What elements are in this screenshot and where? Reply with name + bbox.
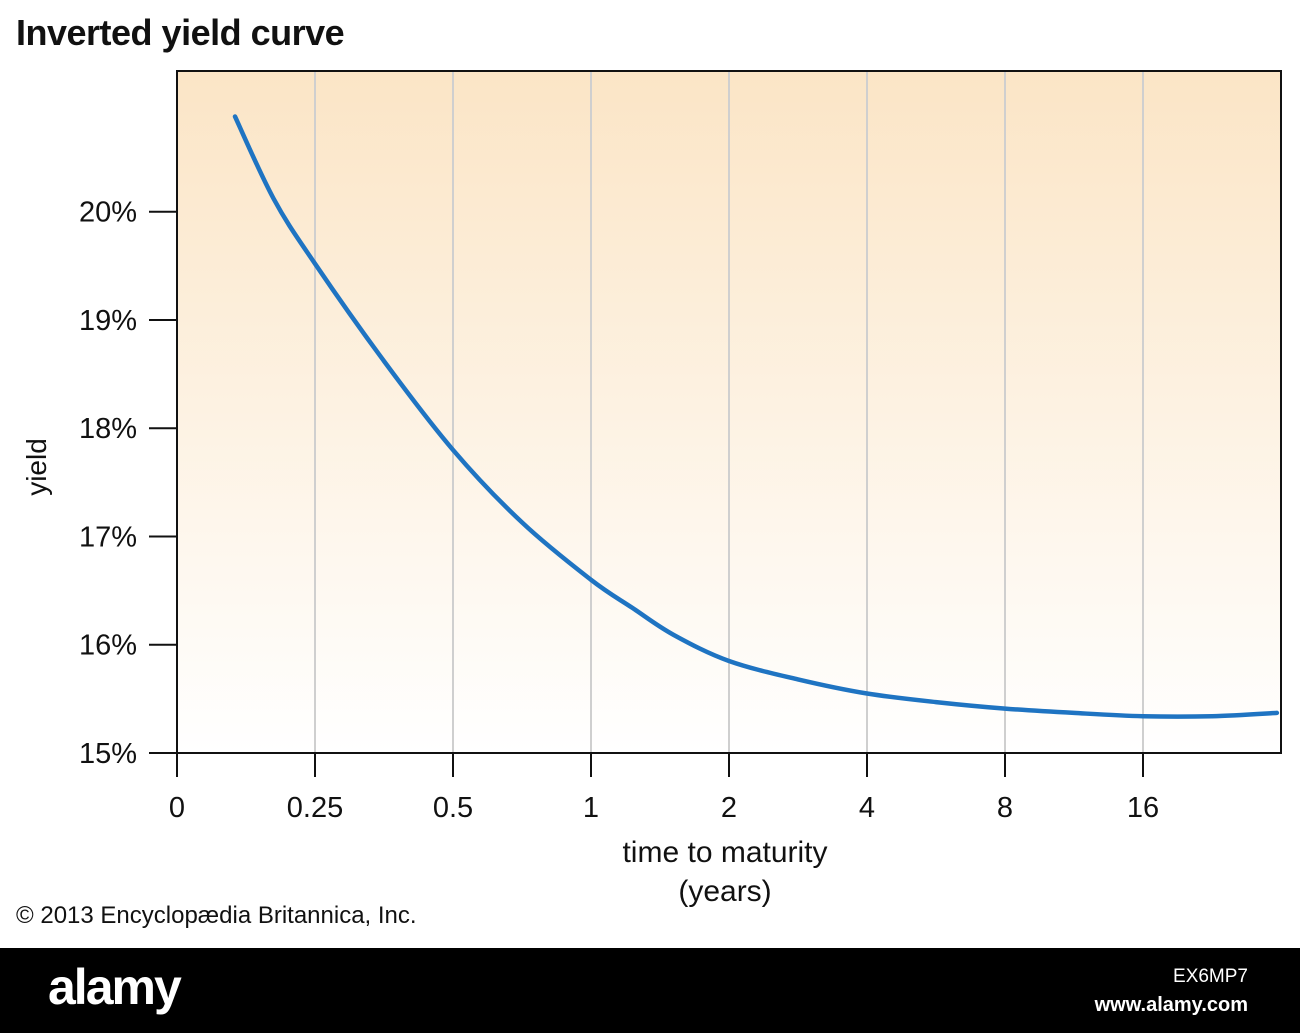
copyright-notice: © 2013 Encyclopædia Britannica, Inc. bbox=[16, 902, 417, 929]
x-tick-label: 16 bbox=[1127, 792, 1159, 824]
x-tick-label: 2 bbox=[721, 792, 737, 824]
x-tick-label: 0.5 bbox=[433, 792, 473, 824]
x-tick-label: 1 bbox=[583, 792, 599, 824]
alamy-logo: alamy bbox=[48, 959, 182, 1015]
y-tick-label: 17% bbox=[79, 521, 137, 553]
y-axis: 15% 16% 17% 18% 19% 20% bbox=[79, 197, 177, 770]
x-tick-label: 4 bbox=[859, 792, 875, 824]
series-line-yield bbox=[232, 114, 1280, 719]
x-tick-label: 0 bbox=[169, 792, 185, 824]
x-axis-label-units: (years) bbox=[678, 875, 771, 908]
site-url: www.alamy.com bbox=[1094, 994, 1248, 1016]
x-tick-label: 8 bbox=[997, 792, 1013, 824]
y-tick-label: 15% bbox=[79, 738, 137, 770]
y-tick-label: 16% bbox=[79, 630, 137, 662]
x-tick-label: 0.25 bbox=[287, 792, 343, 824]
y-tick-label: 19% bbox=[79, 305, 137, 337]
grid-lines bbox=[314, 71, 1144, 753]
chart-title: Inverted yield curve bbox=[16, 12, 345, 53]
x-axis-label: time to maturity bbox=[622, 836, 827, 869]
image-id: EX6MP7 bbox=[1173, 966, 1248, 987]
y-axis-label: yield bbox=[21, 438, 52, 496]
footer-bar: alamy EX6MP7 www.alamy.com bbox=[0, 948, 1300, 1033]
chart: 15%16%17%18%19%20% 0 0.25 0.5 1 2 4 8 16 yield … bbox=[21, 70, 1282, 908]
x-axis: 0 0.25 0.5 1 2 4 8 16 bbox=[169, 753, 1159, 824]
y-tick-label: 20% bbox=[79, 197, 137, 229]
y-tick-label: 18% bbox=[79, 413, 137, 445]
